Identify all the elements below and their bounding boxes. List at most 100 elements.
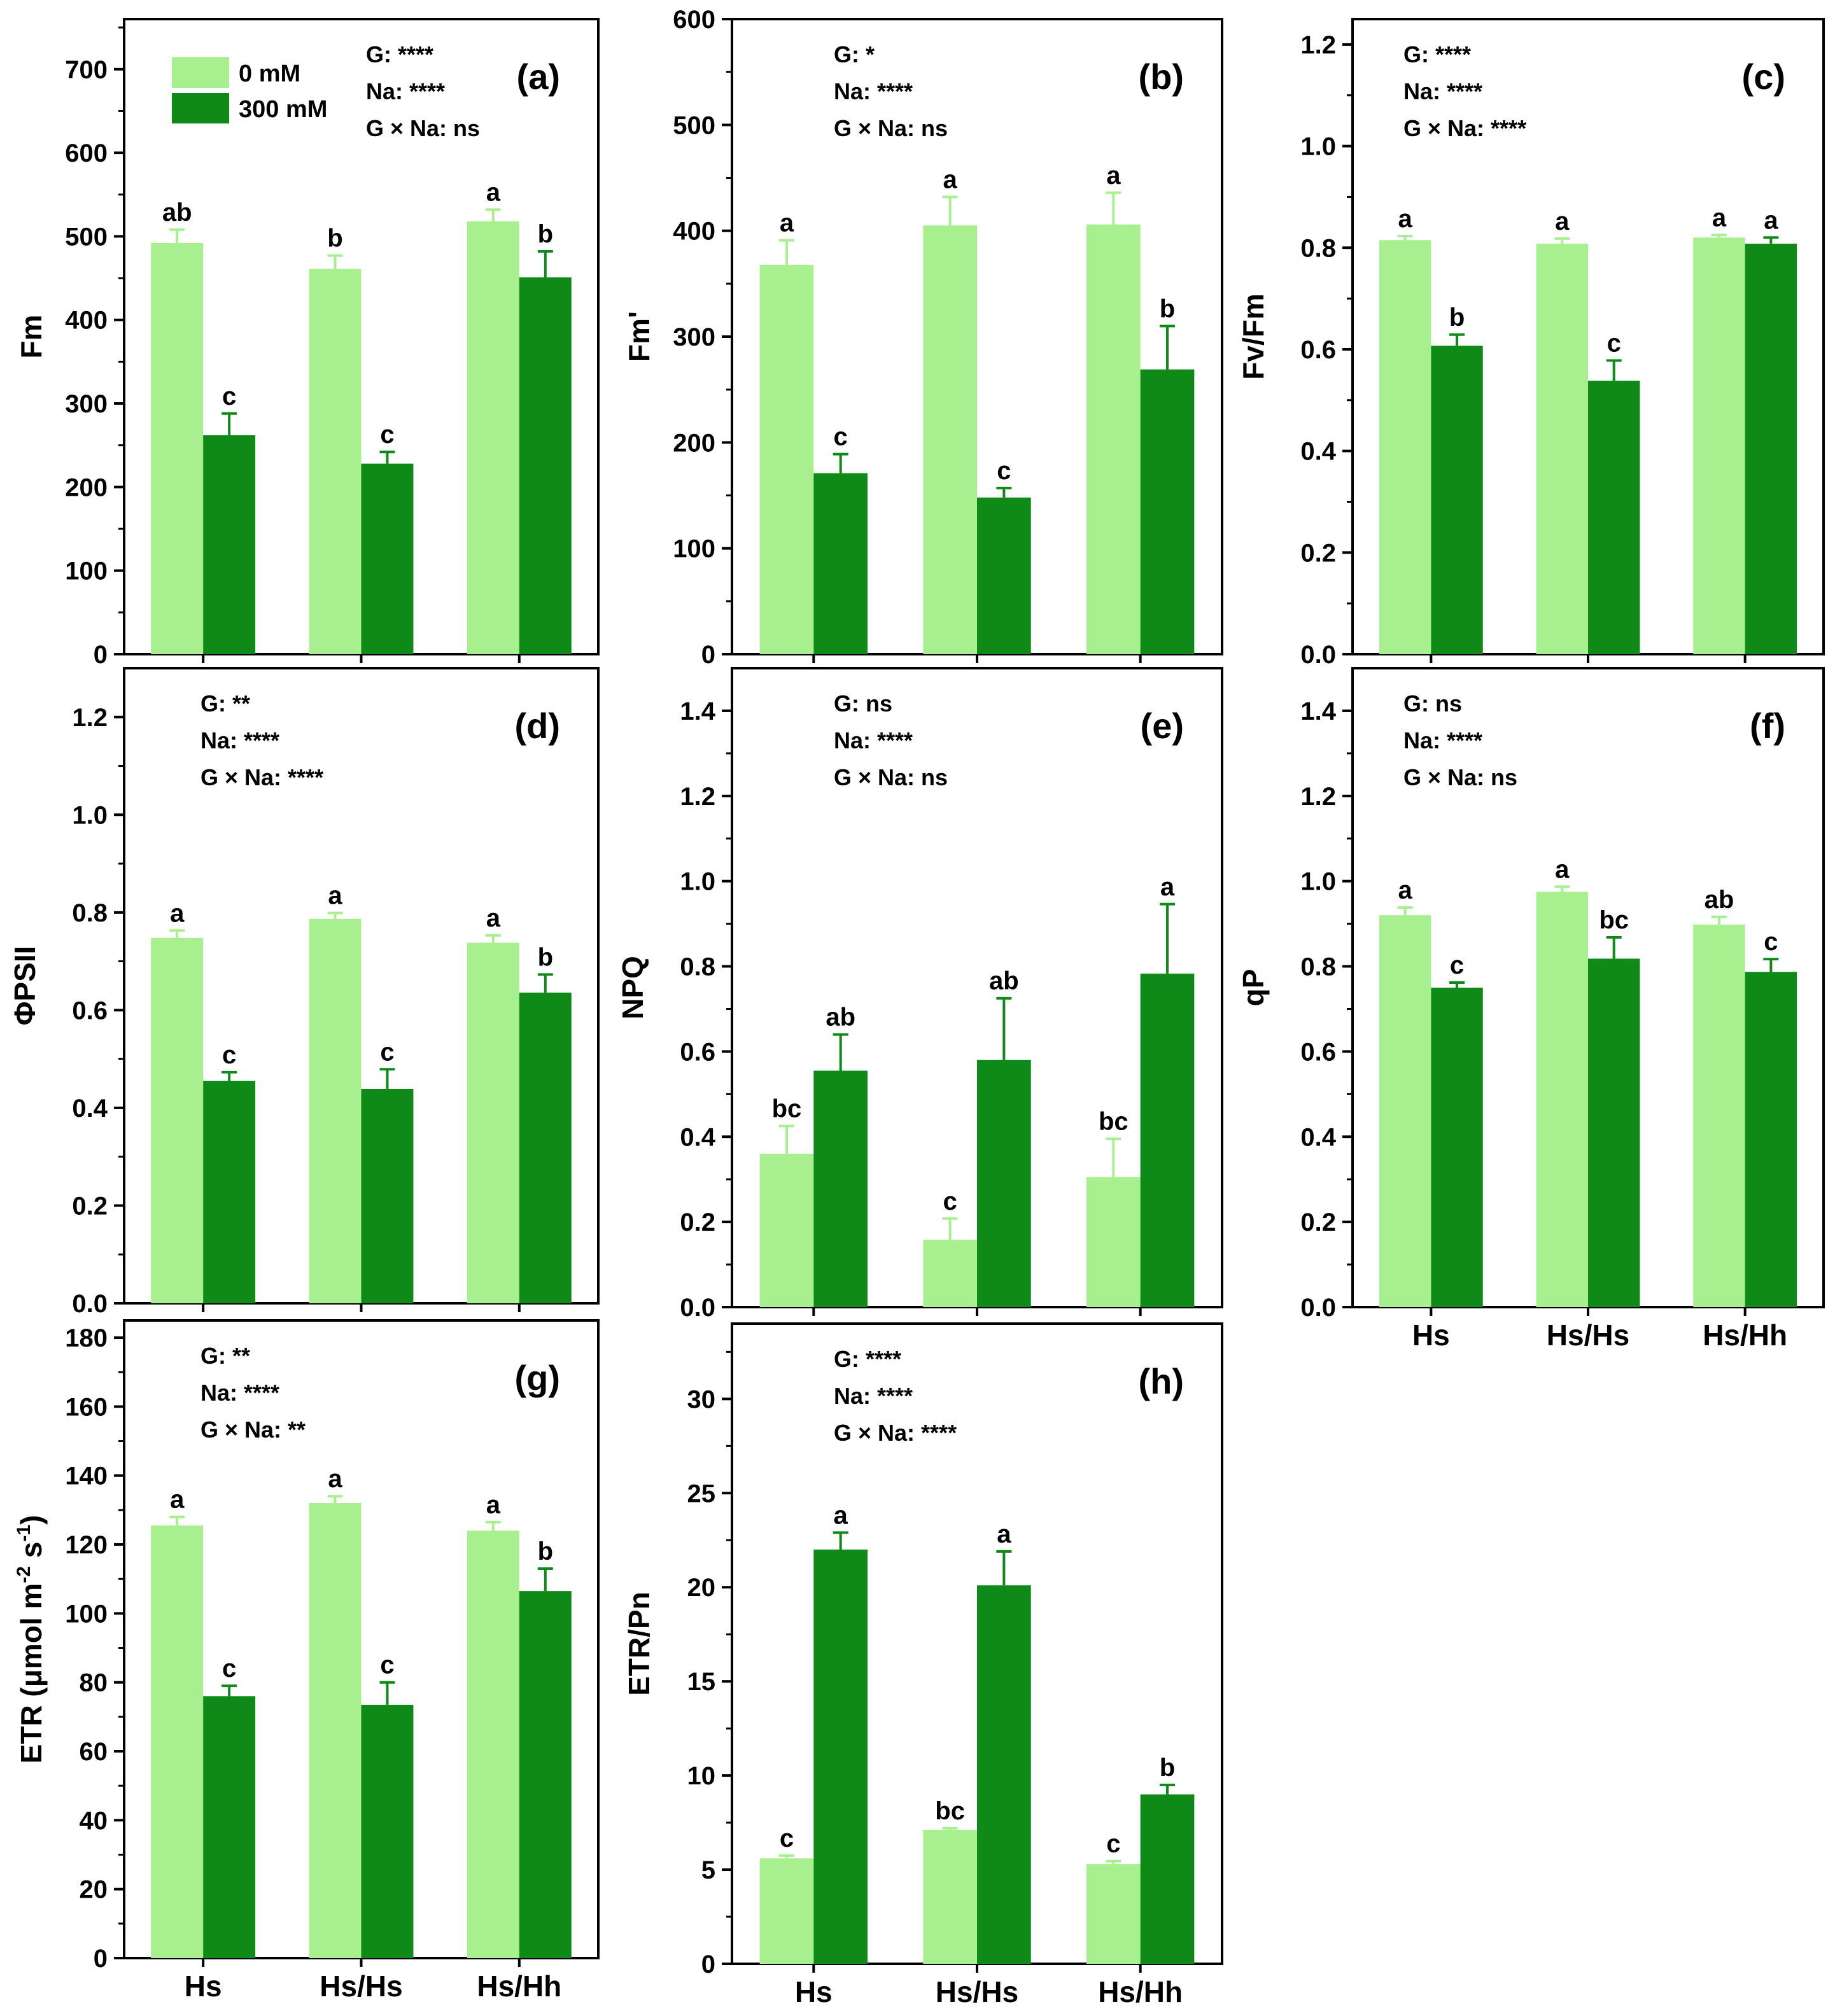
x-tick-label: Hs/Hs bbox=[936, 1975, 1018, 2008]
chart-panel-4: 0.0 0.2 0.4 0.6 0.8 1.0 1.2 ΦPSII a a a c c b (d) G: **… bbox=[8, 667, 600, 1318]
significance-letter: a bbox=[1398, 876, 1413, 904]
y-tick-label: 0.0 bbox=[680, 1294, 715, 1322]
bar bbox=[1745, 243, 1797, 654]
bar bbox=[203, 1081, 256, 1303]
bar bbox=[1588, 381, 1640, 654]
y-tick-label: 140 bbox=[65, 1462, 108, 1490]
y-tick-label: 1.4 bbox=[1300, 697, 1336, 725]
bar bbox=[977, 1060, 1031, 1307]
y-tick-label: 1.0 bbox=[1300, 133, 1336, 161]
panel-label: (b) bbox=[1138, 57, 1184, 97]
stat-annotation: G: * bbox=[834, 41, 875, 67]
significance-letter: bc bbox=[772, 1095, 802, 1123]
bar bbox=[1693, 237, 1745, 654]
stat-annotation: Na: **** bbox=[834, 1383, 913, 1409]
significance-letter: c bbox=[1450, 951, 1464, 979]
y-tick-label: 0.2 bbox=[1300, 539, 1336, 567]
significance-letter: c bbox=[380, 421, 394, 449]
significance-letter: a bbox=[328, 1465, 342, 1493]
panel-label: (f) bbox=[1750, 706, 1785, 746]
stat-annotation: G: ns bbox=[834, 690, 892, 717]
stat-annotation: G × Na: ns bbox=[366, 115, 480, 141]
significance-letter: c bbox=[1607, 330, 1621, 358]
significance-letter: b bbox=[538, 220, 553, 248]
panel-label: (d) bbox=[514, 706, 560, 746]
x-tick-label: Hs bbox=[185, 1970, 222, 2003]
bar bbox=[151, 937, 204, 1303]
stat-annotation: Na: **** bbox=[200, 727, 279, 753]
legend-swatch bbox=[172, 93, 229, 123]
stat-annotation: Na: **** bbox=[366, 78, 445, 104]
significance-letter: b bbox=[1160, 295, 1175, 323]
y-tick-label: 500 bbox=[673, 111, 715, 139]
panel-label: (h) bbox=[1138, 1361, 1184, 1401]
bar bbox=[813, 473, 868, 654]
significance-letter: c bbox=[222, 382, 236, 410]
significance-letter: b bbox=[538, 943, 553, 971]
bar bbox=[813, 1070, 868, 1307]
significance-letter: ab bbox=[1705, 886, 1734, 914]
bar bbox=[309, 918, 362, 1303]
y-axis-label: NPQ bbox=[616, 956, 649, 1019]
bar bbox=[813, 1550, 868, 1964]
stat-annotation: G: **** bbox=[366, 41, 433, 67]
bar bbox=[1140, 1794, 1195, 1964]
bar bbox=[923, 1240, 977, 1307]
x-tick-label: Hs/Hh bbox=[1703, 1319, 1787, 1352]
chart-panel-7: 0 20 40 60 80 100 120 140 160 180 ETR (μmol m-2 s-… bbox=[13, 1319, 600, 2003]
significance-letter: b bbox=[1449, 304, 1465, 332]
bar bbox=[151, 1525, 204, 1958]
y-tick-label: 0.0 bbox=[1300, 641, 1336, 669]
y-tick-label: 300 bbox=[673, 323, 715, 351]
significance-letter: bc bbox=[935, 1797, 965, 1825]
y-tick-label: 100 bbox=[65, 1600, 108, 1628]
bar bbox=[923, 225, 977, 655]
legend: 0 mM 300 mM bbox=[172, 57, 327, 123]
significance-letter: ab bbox=[826, 1004, 855, 1032]
y-tick-label: 0.6 bbox=[72, 997, 108, 1025]
y-tick-label: 0.4 bbox=[1300, 1123, 1336, 1151]
bar bbox=[309, 269, 362, 654]
legend-swatch bbox=[172, 57, 229, 88]
legend-label: 0 mM bbox=[239, 60, 300, 87]
stat-annotation: G: ** bbox=[200, 690, 250, 717]
y-tick-label: 0.2 bbox=[1300, 1208, 1336, 1236]
bar bbox=[1536, 243, 1588, 654]
y-tick-label: 0 bbox=[701, 1950, 715, 1978]
bar bbox=[1431, 346, 1483, 654]
bar bbox=[203, 1696, 256, 1958]
significance-letter: a bbox=[1764, 206, 1778, 234]
y-tick-label: 0 bbox=[94, 641, 108, 669]
bar bbox=[1086, 1864, 1141, 1964]
y-tick-label: 20 bbox=[687, 1574, 716, 1602]
stat-annotation: G: ns bbox=[1403, 690, 1462, 717]
y-tick-label: 400 bbox=[673, 218, 715, 246]
y-tick-label: 300 bbox=[65, 390, 108, 418]
significance-letter: a bbox=[486, 1491, 501, 1519]
significance-letter: c bbox=[997, 457, 1011, 485]
bar bbox=[1693, 924, 1745, 1307]
bar bbox=[1379, 915, 1431, 1307]
y-tick-label: 0 bbox=[701, 641, 715, 669]
bar bbox=[1140, 369, 1195, 654]
significance-letter: a bbox=[328, 882, 342, 910]
bar bbox=[1086, 1177, 1141, 1307]
y-tick-label: 1.0 bbox=[72, 801, 108, 829]
y-tick-label: 0.8 bbox=[1300, 953, 1336, 981]
bar bbox=[1536, 892, 1588, 1307]
significance-letter: ab bbox=[989, 967, 1019, 995]
significance-letter: b bbox=[1160, 1754, 1175, 1782]
significance-letter: c bbox=[943, 1187, 957, 1215]
bar bbox=[519, 277, 572, 655]
bar bbox=[361, 463, 414, 654]
y-tick-label: 1.2 bbox=[680, 783, 715, 811]
x-tick-label: Hs/Hh bbox=[477, 1970, 561, 2003]
legend-label: 300 mM bbox=[239, 96, 327, 123]
y-tick-label: 0.2 bbox=[72, 1192, 108, 1220]
bar bbox=[1588, 958, 1640, 1307]
y-axis-label: qP bbox=[1237, 969, 1270, 1007]
stat-annotation: G × Na: ns bbox=[1403, 764, 1517, 790]
chart-panel-3: 0.0 0.2 0.4 0.6 0.8 1.0 1.2 Fv/Fm a a a b c a (c) G: **… bbox=[1237, 18, 1825, 669]
bar bbox=[203, 435, 256, 654]
